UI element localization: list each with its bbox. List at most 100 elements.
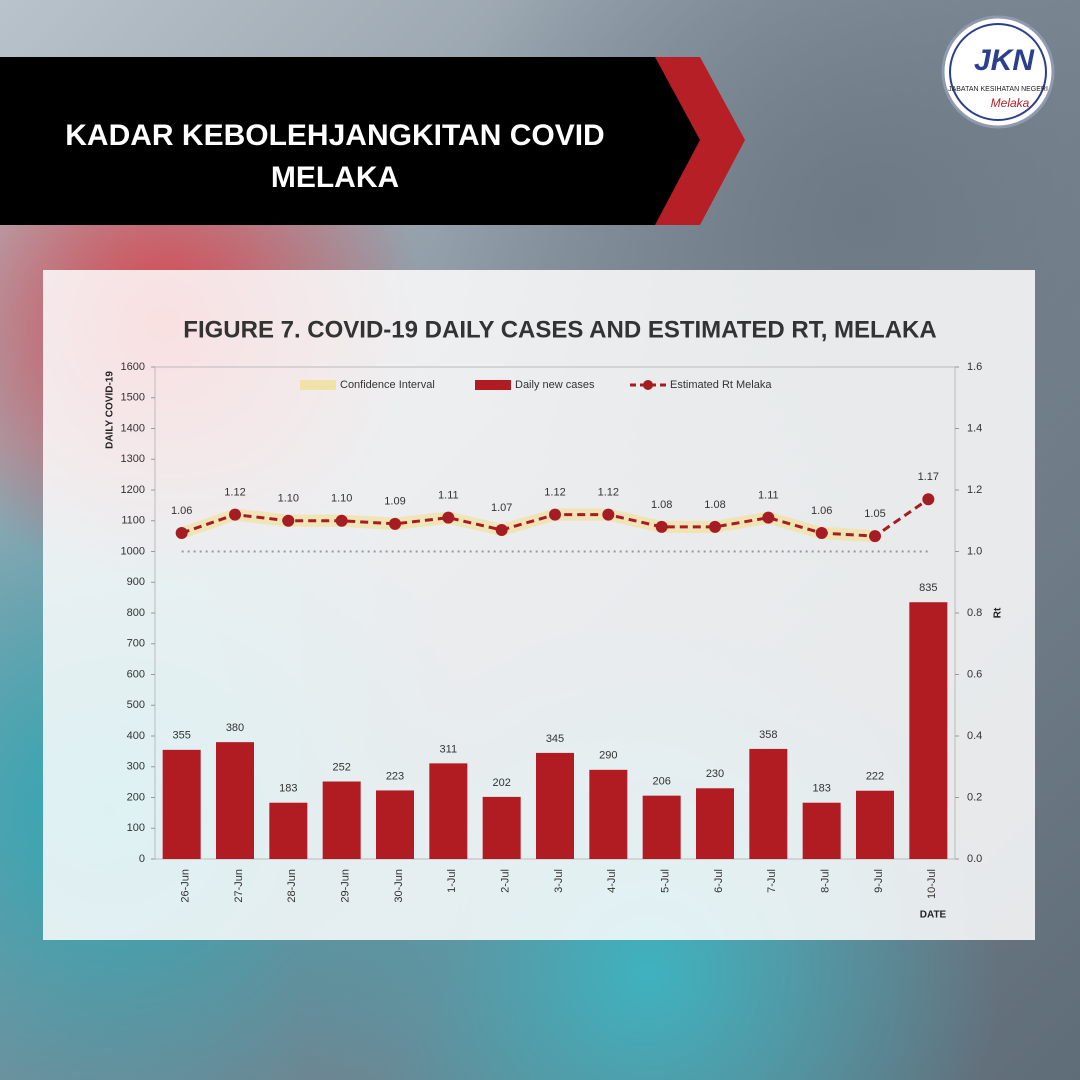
x-tick-label: 1-Jul [446,869,458,893]
rt-point [389,517,401,530]
rt-point [442,511,455,524]
rt-value-label: 1.12 [544,487,565,499]
rt-point [655,520,668,533]
bar-value-label: 222 [866,771,884,783]
bar [322,781,361,859]
bar-value-label: 290 [599,750,617,762]
x-tick-label: 3-Jul [553,869,565,893]
bar-value-label: 183 [279,783,297,795]
x-tick-label: 30-Jun [393,869,405,903]
header-title: KADAR KEBOLEHJANGKITAN COVID MELAKA [65,119,605,194]
rt-point [762,511,775,524]
bar-value-label: 380 [226,722,244,734]
bar [589,769,628,859]
rt-value-label: 1.06 [811,505,832,517]
logo-mark: JKN [974,44,1035,77]
x-tick-label: 9-Jul [873,869,885,893]
rt-value-label: 1.10 [278,493,299,505]
bar-value-label: 355 [172,730,190,742]
y-tick-label: 900 [127,576,145,588]
bar-value-label: 252 [332,761,350,773]
y-tick-label: 1400 [121,422,145,434]
y2-axis-title: Rt [993,607,1004,618]
legend-label: Confidence Interval [340,379,435,391]
x-tick-label: 28-Jun [286,869,298,903]
y2-tick-label: 0.8 [967,607,982,619]
rt-value-label: 1.07 [491,502,512,514]
y-tick-label: 1300 [121,453,145,465]
rt-value-label: 1.05 [864,508,885,520]
y2-tick-label: 1.0 [967,545,982,557]
bar-value-label: 223 [386,770,404,782]
rt-point [229,508,241,521]
bar-value-label: 230 [706,768,724,780]
rt-value-label: 1.12 [224,487,245,499]
legend-swatch [475,380,511,390]
y2-tick-label: 0.6 [967,668,982,680]
y-tick-label: 700 [127,638,145,650]
y-tick-label: 300 [127,761,145,773]
rt-point [175,527,188,540]
bar [269,802,308,859]
bar-value-label: 311 [440,743,458,755]
x-tick-label: 10-Jul [926,869,938,899]
y-tick-label: 200 [127,791,145,803]
y2-tick-label: 1.4 [967,422,982,434]
y-tick-label: 1500 [121,392,145,404]
rt-point [709,520,721,533]
x-tick-label: 8-Jul [820,869,832,893]
bar-value-label: 202 [492,777,510,789]
logo-org: JABATAN KESIHATAN NEGERI [948,86,1048,93]
legend-swatch [300,380,336,390]
logo-badge [941,15,1055,129]
rt-point [922,493,935,506]
bar [536,752,574,859]
chart-title: FIGURE 7. COVID-19 DAILY CASES AND ESTIM… [183,316,936,343]
bar [696,788,734,859]
y2-tick-label: 1.2 [967,484,982,496]
bar-value-label: 358 [759,729,777,741]
y-tick-label: 1100 [121,515,145,527]
bar [429,763,468,859]
legend-swatch-dot [643,380,653,390]
y-tick-label: 1000 [121,545,145,557]
y-tick-label: 400 [127,730,145,742]
rt-point [335,514,348,527]
x-axis-title: DATE [920,910,947,921]
rt-point [602,508,615,521]
y-tick-label: 800 [127,607,145,619]
legend-label: Daily new cases [515,379,595,391]
rt-point [282,514,295,527]
rt-point [549,508,561,521]
rt-value-label: 1.08 [651,499,672,511]
rt-value-label: 1.06 [171,505,192,517]
x-tick-label: 29-Jun [340,869,352,903]
confidence-band [181,508,875,543]
rt-value-label: 1.11 [758,490,779,502]
bar-value-label: 183 [812,783,830,795]
y2-tick-label: 0.0 [967,853,982,865]
y2-tick-label: 1.6 [967,361,982,373]
logo-state: Melaka [991,96,1030,110]
bar [749,748,788,859]
x-tick-label: 7-Jul [766,869,778,893]
rt-value-label: 1.09 [384,496,405,508]
bar [856,790,894,859]
rt-value-label: 1.17 [918,471,939,483]
bar [642,795,681,859]
x-tick-label: 4-Jul [606,869,618,893]
y2-tick-label: 0.2 [967,791,982,803]
bar [909,602,948,859]
x-tick-label: 5-Jul [660,869,672,893]
x-tick-label: 27-Jun [233,869,245,903]
rt-point [495,523,508,536]
bar [376,790,414,859]
rt-value-label: 1.10 [331,493,352,505]
y-axis-title: DAILY COVID-19 [105,371,116,449]
legend-label: Estimated Rt Melaka [670,379,772,391]
bar-value-label: 206 [652,776,670,788]
y2-tick-label: 0.4 [967,730,982,742]
bar [162,749,201,859]
